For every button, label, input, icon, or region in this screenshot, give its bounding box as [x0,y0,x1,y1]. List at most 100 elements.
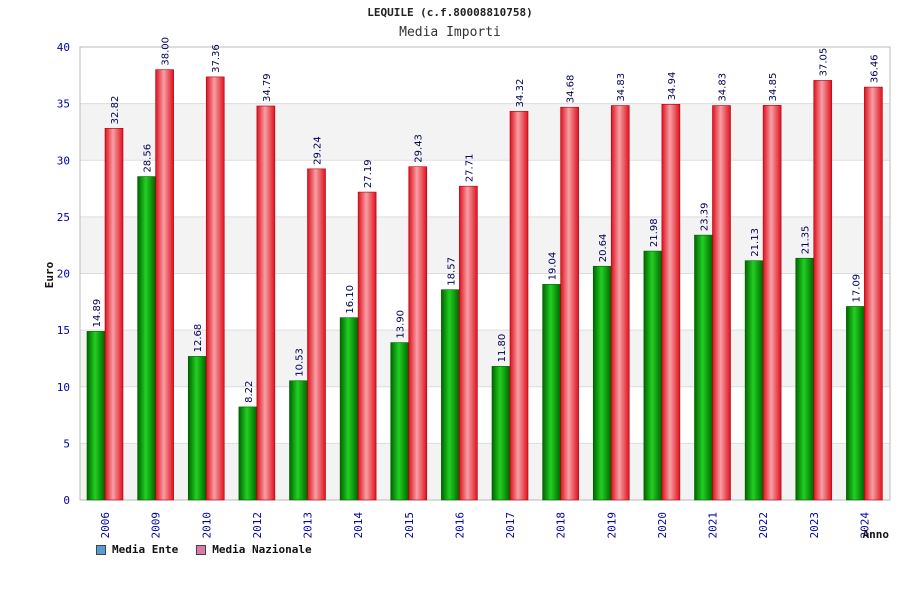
x-axis-label: Anno [863,528,890,541]
x-tick-label: 2006 [99,512,112,539]
data-label: 28.56 [143,144,154,173]
x-tick-label: 2018 [555,512,568,539]
data-label: 27.71 [464,154,475,183]
x-tick-label: 2016 [453,512,466,539]
data-label: 34.94 [667,72,678,101]
bar-nazionale [408,166,428,501]
data-label: 21.13 [750,228,761,257]
data-label: 8.22 [244,381,255,403]
y-tick-label: 10 [57,381,70,394]
bar-ente [643,250,663,501]
data-label: 37.05 [819,48,830,77]
x-tick-label: 2013 [302,512,315,539]
data-label: 34.79 [262,73,273,102]
legend-swatch-ente [96,544,106,555]
data-label: 38.00 [161,37,172,66]
data-label: 10.53 [295,348,306,377]
data-label: 34.83 [616,73,627,102]
y-tick-label: 20 [57,268,70,281]
bar-nazionale [256,105,276,501]
bar-nazionale [104,128,124,501]
data-label: 34.85 [768,73,779,102]
data-label: 29.43 [414,134,425,163]
bar-ente [542,284,561,501]
bar-ente [390,342,410,501]
data-label: 21.98 [649,218,660,247]
bar-ente [187,356,207,501]
bar-ente [592,265,612,501]
chart-title: LEQUILE (c.f.80008810758) [367,6,533,19]
data-label: 14.89 [92,299,103,328]
bar-ente [846,306,865,501]
legend-item-ente: Media Ente [96,543,178,556]
x-tick-label: 2023 [808,512,821,539]
data-label: 34.83 [718,73,729,102]
bar-nazionale [661,104,681,501]
x-tick-label: 2021 [707,512,720,539]
bar-nazionale [813,80,833,501]
data-label: 12.68 [193,324,204,353]
data-label: 16.10 [345,285,356,314]
data-label: 21.35 [801,226,812,255]
data-label: 11.80 [497,334,508,363]
bar-nazionale [712,105,731,501]
y-tick-label: 0 [63,494,70,507]
x-tick-label: 2015 [403,512,416,539]
legend-label-ente: Media Ente [112,543,179,556]
legend: Media Ente Media Nazionale [96,543,312,556]
data-label: 36.46 [869,54,880,83]
x-tick-label: 2014 [352,512,365,539]
x-tick-label: 2022 [757,512,770,539]
y-tick-label: 30 [57,154,70,167]
x-tick-label: 2017 [504,512,517,539]
bar-ente [339,317,359,501]
y-tick-label: 25 [57,211,70,224]
bar-nazionale [459,185,478,501]
bar-ente [137,176,156,501]
y-tick-label: 35 [57,98,70,111]
bar-ente [795,257,815,501]
bar-nazionale [864,86,883,501]
bar-ente [441,289,460,501]
bar-nazionale [357,191,377,501]
bar-ente [694,234,713,501]
x-tick-label: 2020 [656,512,669,539]
bar-nazionale [205,76,225,501]
bar-ente [744,260,764,501]
x-tick-label: 2019 [605,512,618,539]
bar-ente [491,366,511,501]
y-tick-label: 5 [63,437,70,450]
bar-ente [289,380,308,501]
data-label: 34.32 [515,79,526,108]
x-tick-label: 2010 [200,512,213,539]
data-label: 13.90 [396,310,407,339]
bar-nazionale [610,105,630,501]
y-tick-label: 40 [57,41,70,54]
legend-swatch-nazionale [196,544,207,555]
data-label: 18.57 [446,257,457,286]
x-tick-label: 2024 [858,512,871,539]
bar-nazionale [509,111,529,501]
data-label: 29.24 [313,136,324,165]
data-label: 23.39 [700,202,711,231]
data-label: 32.82 [110,96,121,125]
bar-ente [238,406,258,501]
chart-subtitle: Media Importi [399,25,501,40]
x-tick-label: 2012 [251,512,264,539]
bar-nazionale [762,105,782,501]
bar-nazionale [560,106,579,501]
data-label: 34.68 [566,75,577,104]
data-label: 20.64 [598,234,609,263]
bar-nazionale [307,168,326,501]
legend-item-nazionale: Media Nazionale [196,543,312,556]
data-label: 37.36 [211,44,222,73]
bar-nazionale [155,69,174,501]
x-tick-label: 2009 [150,512,163,539]
bar-ente [86,331,106,501]
plot-border [79,46,891,501]
y-axis-label: Euro [43,261,56,288]
legend-label-nazionale: Media Nazionale [212,543,312,556]
data-label: 17.09 [851,274,862,303]
data-label: 19.04 [548,252,559,281]
